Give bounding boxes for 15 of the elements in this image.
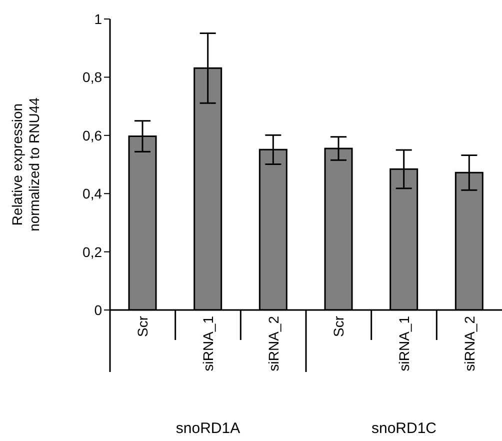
y-tick-label: 0,8 [82, 69, 102, 86]
x-tick-label: siRNA_2 [265, 316, 282, 372]
x-tick-label: siRNA_1 [200, 316, 216, 372]
x-tick-label: siRNA_2 [461, 316, 478, 372]
y-tick-label: 0,4 [82, 186, 102, 202]
x-tick-label: Scr [134, 316, 151, 337]
x-tick-label: Scr [330, 316, 347, 337]
x-tick-label: siRNA_1 [396, 316, 412, 372]
text: snoRD1C [370, 420, 438, 437]
text: snoRD1A [174, 420, 242, 437]
y-tick-label: 0 [94, 302, 102, 318]
y-tick-label: 0,2 [82, 244, 102, 260]
y-tick-label: 1 [94, 10, 102, 27]
y-axis-title: Relative expression normalized to RNU44 [9, 97, 42, 232]
y-tick-label: 0,6 [82, 127, 102, 144]
